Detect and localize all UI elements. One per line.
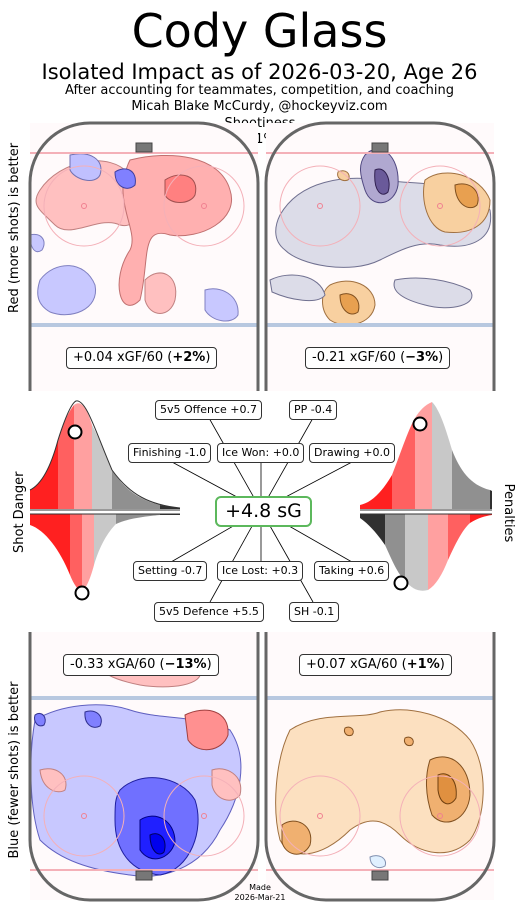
heat-blob [374,168,390,195]
heat-blob [269,274,326,302]
xga-5v5-box: -0.33 xGA/60 (−13%) [63,654,219,676]
xga-pk-box: +0.07 xGA/60 (+1%) [299,654,452,676]
heat-blob [393,277,473,309]
penalties-marker-bottom [393,575,409,591]
author-credit: Micah Blake McCurdy, @hockeyviz.com [131,99,388,114]
shot-danger-marker-bottom [74,585,90,601]
sh-component: SH -0.1 [289,602,340,622]
rink-offence-5v5 [28,121,260,391]
taking-component: Taking +0.6 [314,561,390,581]
heat-blob [118,155,233,306]
heat-blob [184,709,229,750]
xgf-pp-box: -0.21 xGF/60 (−3%) [305,347,451,369]
heat-blob [339,293,360,315]
rink-offence-pp [264,121,496,391]
drawing-component: Drawing +0.0 [309,443,395,463]
heat-blob [114,168,136,189]
heat-blob [149,833,166,855]
player-name: Cody Glass [131,4,388,58]
ice-lost-component: Ice Lost: +0.3 [217,561,304,581]
made-label: Made [249,883,271,892]
pp-component: PP -0.4 [289,400,338,420]
heat-blob [164,174,197,203]
penalties-distribution [360,402,492,591]
heat-blob [404,736,414,746]
heat-blob [275,709,484,855]
rink-defence-5v5 [28,632,260,902]
heat-blob [344,726,354,736]
heat-blob [84,710,102,728]
heat-blob [204,288,239,322]
made-date: 2026-Mar-21 [234,893,286,902]
setting-component: Setting -0.7 [133,561,208,581]
heat-blob [37,265,96,316]
heat-blob [144,272,177,314]
heat-blob [437,773,457,805]
total-impact-badge: +4.8 sG [215,496,312,527]
offence-5v5-component: 5v5 Offence +0.7 [155,400,263,420]
heat-blob [337,170,350,181]
finishing-component: Finishing -1.0 [128,443,212,463]
heat-blob [369,855,387,869]
heat-blob [39,768,67,793]
rink-defence-pk [264,632,496,902]
heat-blob [34,712,46,727]
heat-blob [281,820,312,855]
heat-blob [69,153,102,181]
shot-danger-marker-top [67,424,83,440]
defence-5v5-component: 5v5 Defence +5.5 [154,602,264,622]
heat-blob [454,183,479,209]
heat-blob [211,768,242,801]
penalties-marker-top [412,416,428,432]
shot-danger-distribution [29,400,181,601]
xgf-5v5-box: +0.04 xGF/60 (+2%) [66,347,218,369]
page-subtitle: Isolated Impact as of 2026-03-20, Age 26 [41,60,478,84]
method-note: After accounting for teammates, competit… [65,83,454,98]
ice-won-component: Ice Won: +0.0 [217,443,305,463]
